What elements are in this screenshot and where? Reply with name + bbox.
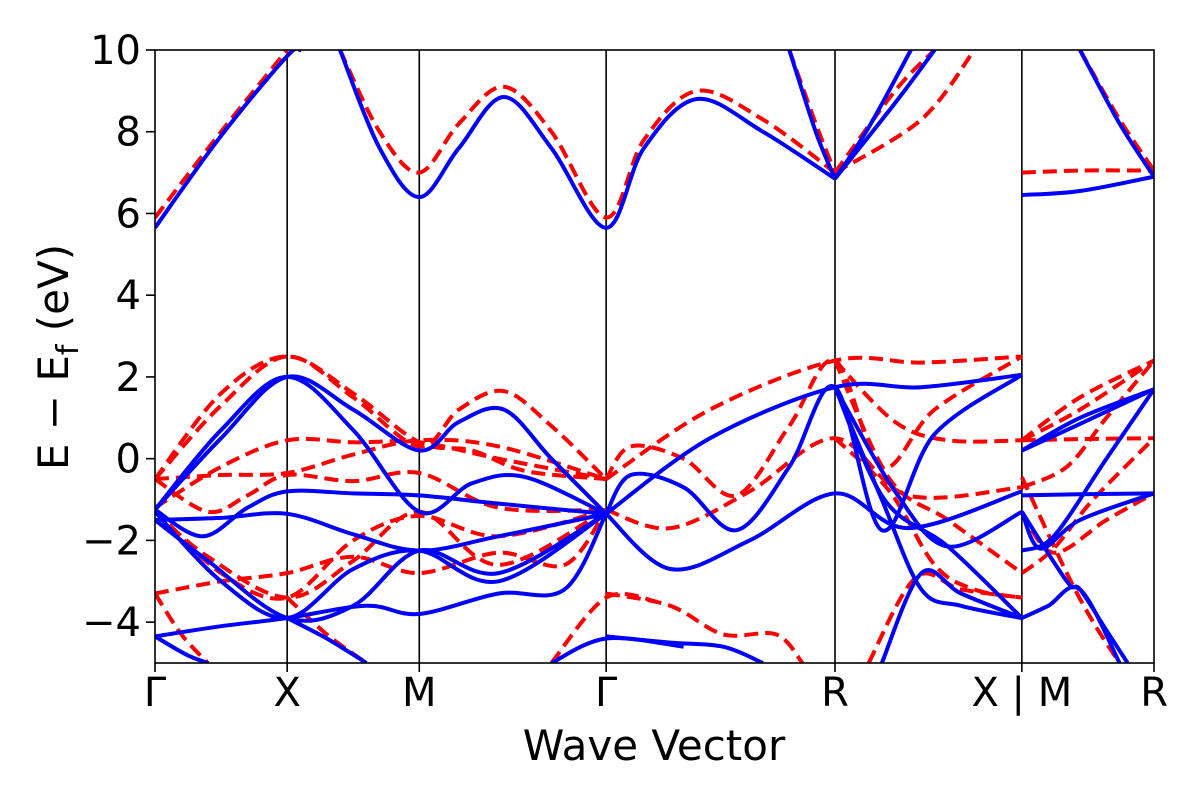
band-line-dashed: [1021, 436, 1154, 443]
x-tick-label: Γ: [595, 670, 618, 716]
band-line-solid: [286, 616, 368, 663]
y-tick-label: 4: [116, 273, 141, 319]
band-line-dashed: [604, 354, 1023, 481]
band-line-dashed: [155, 354, 608, 481]
x-tick-label: R: [1140, 670, 1168, 716]
band-line-solid: [155, 634, 209, 663]
band-line-dashed: [549, 591, 658, 663]
band-line-dashed: [833, 359, 1024, 575]
y-axis-ticks: −4 −2 0 2 4 6 8 10: [82, 28, 155, 646]
y-tick-label: 10: [90, 28, 141, 74]
band-line-solid: [604, 373, 1024, 533]
band-line-dashed: [155, 354, 607, 482]
band-line-solid: [550, 636, 684, 663]
y-tick-label: −2: [82, 518, 141, 564]
band-line-dashed: [155, 50, 289, 219]
band-line-dashed: [155, 436, 607, 510]
band-line-solid: [155, 511, 607, 553]
band-line-dashed: [1020, 476, 1122, 663]
band-line-dashed: [1021, 359, 1154, 490]
plot-frame: [154, 49, 1155, 664]
band-line-dashed: [605, 591, 805, 663]
band-line-dashed: [155, 470, 607, 515]
band-line-dashed: [833, 50, 976, 175]
band-line-solid: [787, 50, 837, 180]
x-tick-label: R: [821, 670, 849, 716]
band-line-solid: [1021, 388, 1154, 553]
band-line-solid: [1021, 174, 1154, 198]
band-line-solid: [833, 386, 1023, 620]
band-line-solid: [1020, 491, 1154, 551]
x-axis-ticks: Γ X M Γ R X | M R: [144, 663, 1168, 716]
band-line-solid: [1021, 491, 1154, 498]
band-line-solid: [155, 512, 608, 639]
band-line-solid: [1020, 510, 1130, 663]
band-line-dashed: [833, 359, 1022, 444]
band-line-dashed: [787, 50, 837, 174]
band-line-dashed: [866, 571, 1023, 663]
band-line-dashed: [155, 437, 607, 482]
y-axis-label: E − Ef (eV): [29, 244, 86, 470]
band-line-dashed: [1020, 358, 1154, 442]
band-line-dashed: [1078, 50, 1154, 172]
x-tick-label: M: [402, 670, 437, 716]
band-line-solid: [833, 50, 913, 180]
band-line-solid: [1020, 387, 1154, 453]
band-line-solid: [155, 512, 608, 623]
band-line-solid: [155, 374, 608, 516]
band-line-solid: [879, 568, 1023, 663]
y-tick-label: 6: [116, 191, 141, 237]
band-line-solid: [155, 488, 607, 539]
band-line-dashed: [604, 354, 1023, 498]
band-line-dashed: [155, 592, 210, 663]
band-line-solid: [1078, 50, 1154, 178]
band-line-solid: [155, 374, 607, 516]
band-line-solid: [604, 489, 1023, 572]
band-line-solid: [155, 510, 608, 621]
band-line-dashed: [155, 508, 608, 596]
y-tick-label: 8: [116, 110, 141, 156]
x-tick-label: X | M: [971, 670, 1072, 716]
bands: [155, 50, 1154, 663]
band-line-solid: [833, 386, 1023, 549]
band-line-dashed: [1020, 358, 1154, 443]
band-line-solid: [338, 50, 837, 230]
band-line-dashed: [1021, 168, 1154, 175]
band-line-dashed: [833, 50, 937, 174]
band-line-dashed: [1020, 436, 1154, 575]
band-line-dashed: [338, 50, 837, 220]
y-tick-label: 0: [116, 437, 141, 483]
y-tick-label: 2: [116, 355, 141, 401]
x-tick-label: X: [273, 670, 300, 716]
x-tick-label: Γ: [144, 670, 167, 716]
band-line-dashed: [605, 436, 1023, 531]
x-axis-label: Wave Vector: [523, 721, 786, 770]
band-line-solid: [155, 50, 302, 229]
y-tick-label: −4: [82, 600, 141, 646]
band-line-solid: [604, 372, 1023, 516]
band-line-dashed: [155, 508, 608, 600]
